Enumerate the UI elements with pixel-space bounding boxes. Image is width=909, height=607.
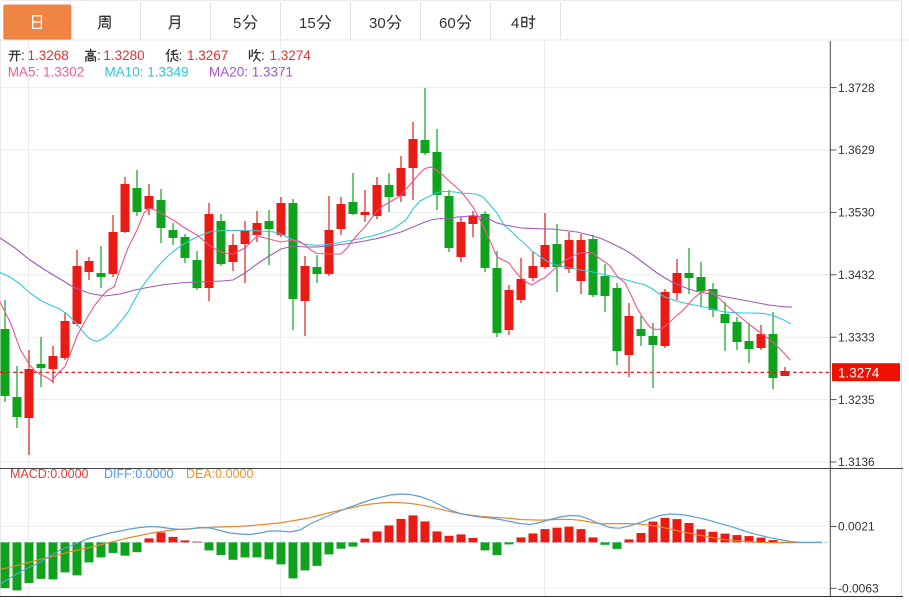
svg-text:MACD:0.0000: MACD:0.0000 — [10, 467, 89, 481]
svg-text::: : — [21, 48, 25, 63]
svg-text:1.3280: 1.3280 — [103, 48, 144, 63]
svg-text:DEA:0.0000: DEA:0.0000 — [186, 467, 253, 481]
svg-text:1.3235: 1.3235 — [838, 393, 875, 407]
svg-text:30: 30 — [369, 15, 386, 32]
svg-text:1.3530: 1.3530 — [838, 206, 875, 220]
svg-text:60: 60 — [439, 15, 456, 32]
svg-text:-0.0063: -0.0063 — [838, 582, 879, 596]
svg-text:1.3274: 1.3274 — [838, 366, 880, 381]
svg-text::: : — [179, 48, 183, 63]
svg-text:1.3629: 1.3629 — [838, 143, 875, 157]
svg-text:0.0021: 0.0021 — [838, 520, 875, 534]
svg-text::: : — [261, 48, 265, 63]
svg-text:5: 5 — [233, 15, 241, 32]
svg-text:1.3267: 1.3267 — [187, 48, 228, 63]
svg-text:1.3136: 1.3136 — [838, 455, 875, 469]
svg-text:1.3274: 1.3274 — [270, 48, 312, 63]
svg-text:MA10: 1.3349: MA10: 1.3349 — [105, 65, 189, 80]
svg-text:4: 4 — [511, 15, 519, 32]
svg-text::: : — [97, 48, 101, 63]
svg-text:MA5: 1.3302: MA5: 1.3302 — [8, 65, 85, 80]
svg-text:DIFF:0.0000: DIFF:0.0000 — [104, 467, 174, 481]
svg-text:1.3432: 1.3432 — [838, 268, 875, 282]
svg-text:1.3333: 1.3333 — [838, 330, 875, 344]
svg-text:15: 15 — [299, 15, 316, 32]
svg-text:1.3728: 1.3728 — [838, 81, 875, 95]
svg-text:1.3268: 1.3268 — [28, 48, 69, 63]
svg-text:MA20: 1.3371: MA20: 1.3371 — [209, 65, 293, 80]
